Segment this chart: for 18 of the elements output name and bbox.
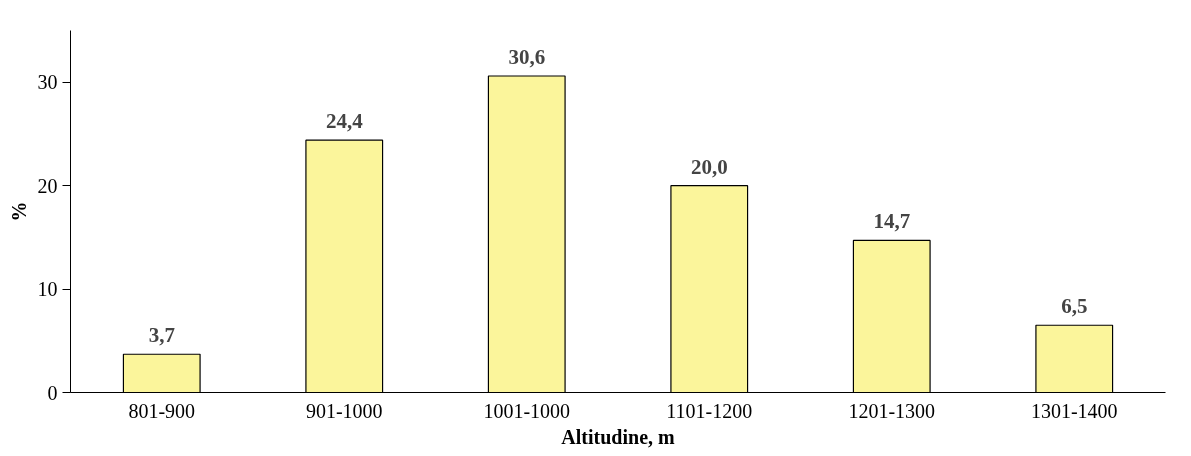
data-label: 14,7 [873,209,911,234]
x-tick-label: 1101-1200 [666,399,753,422]
y-axis-title: % [7,201,30,222]
data-label: 24,4 [325,109,364,134]
x-tick-label: 801-900 [128,399,196,422]
x-tick-label: 901-1000 [305,399,383,422]
data-label: 30,6 [508,45,546,70]
x-tick-label: 1301-1400 [1030,399,1118,422]
x-tick-label: 1201-1300 [848,399,936,422]
data-label: 20,0 [690,154,728,179]
y-tick-label: 20 [37,174,58,197]
x-axis-title: Altitudine, m [561,425,676,448]
data-label: 3,7 [148,323,175,348]
y-tick-label: 10 [37,278,58,301]
x-tick-label: 1001-1000 [483,399,571,422]
data-label: 6,5 [1061,294,1088,319]
y-tick-label: 0 [47,381,58,404]
y-tick-label: 30 [37,71,58,94]
